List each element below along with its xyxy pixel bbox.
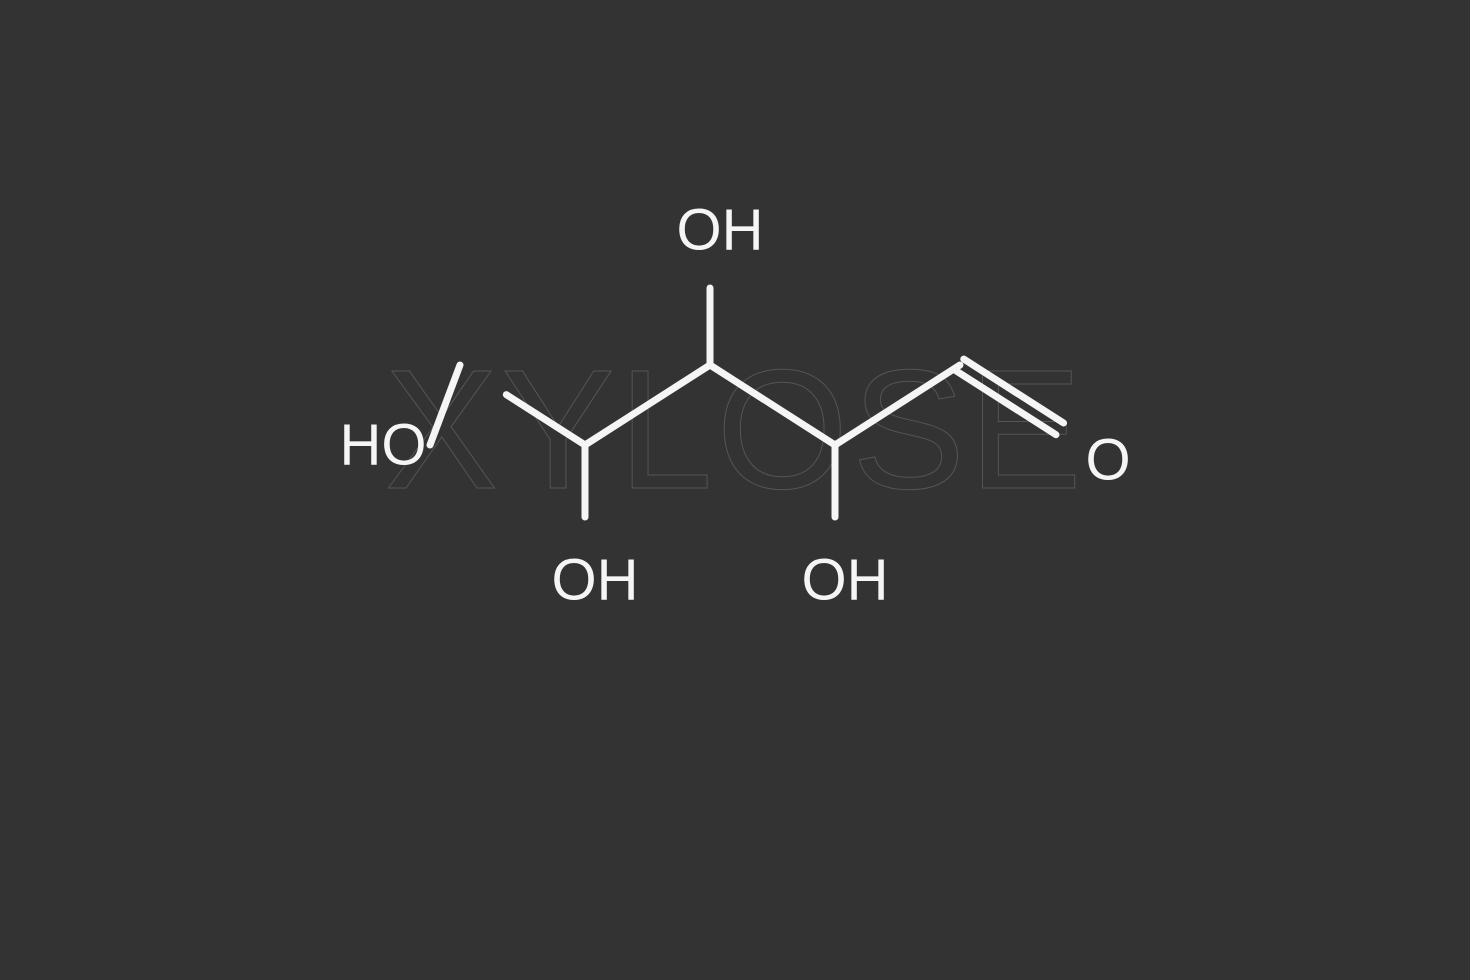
atom-label-oh_top: OH [677,197,764,264]
atom-label-oh_b1: OH [552,547,639,614]
atom-label-o_right: O [1085,427,1130,494]
bond-layer [0,0,1470,980]
atom-label-oh_b2: OH [802,547,889,614]
atom-label-ho_left: HO [340,412,427,479]
diagram-canvas: XYLOSE HOOHOHOHO [0,0,1470,980]
